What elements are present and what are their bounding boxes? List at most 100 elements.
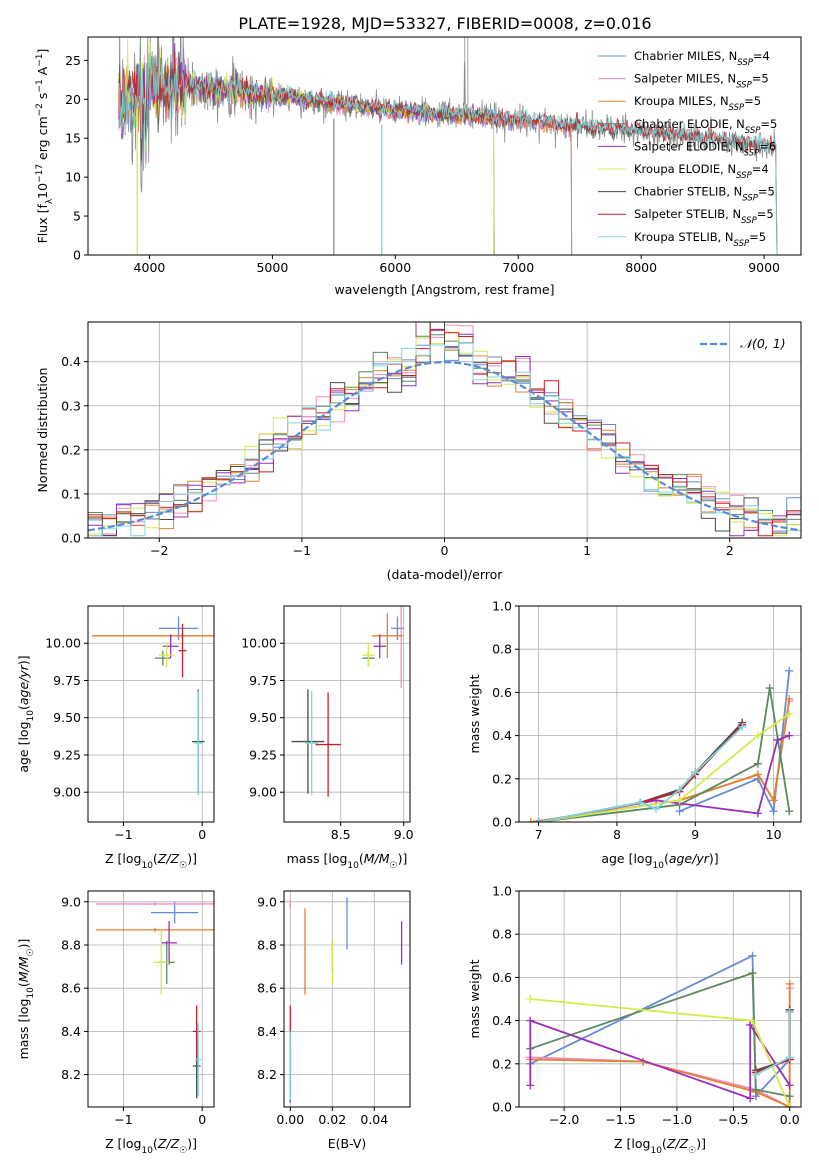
x-axis-label: Z [log10(Z/Z☉)] xyxy=(614,1136,706,1156)
weight-marker xyxy=(769,796,778,805)
y-tick-label: 0.8 xyxy=(492,642,512,657)
label-part: ] xyxy=(35,49,50,54)
x-tick-label: 0 xyxy=(198,827,206,842)
x-tick-label: −2 xyxy=(150,543,168,558)
weight-line-salpeter-miles xyxy=(679,700,791,803)
legend-label: Kroupa ELODIE, NSSP=4 xyxy=(634,162,769,181)
label-part: ( xyxy=(153,851,158,866)
x-tick-label: 0.02 xyxy=(318,1112,346,1127)
weight-marker xyxy=(785,1007,794,1016)
label-part: )] xyxy=(696,1136,706,1151)
legend-sub: SSP xyxy=(729,103,745,113)
plot-area xyxy=(526,951,794,1107)
weight-marker xyxy=(526,818,535,822)
weight-marker xyxy=(746,1094,755,1103)
y-tick-label: 5 xyxy=(73,209,81,224)
axes-frame xyxy=(518,890,802,1108)
label-part: age/yr xyxy=(669,851,710,866)
y-axis-label: age [log10(age/yr)] xyxy=(16,655,36,772)
label-part: s xyxy=(35,93,50,104)
x-tick-label: −1 xyxy=(293,543,311,558)
weight-marker xyxy=(785,807,794,816)
label-part: Z [log xyxy=(614,1136,650,1151)
label-part: )] xyxy=(187,851,197,866)
label-part: age [log xyxy=(16,721,31,772)
x-tick-label: −1 xyxy=(114,827,132,842)
x-axis-label: age [log10(age/yr)] xyxy=(601,851,718,871)
legend-label: Chabrier STELIB, NSSP=5 xyxy=(634,185,775,204)
spectrum-panel: 4000 5000 6000 7000 8000 9000 0 5 10 15 20 25 wavele… xyxy=(35,36,802,297)
y-tick-label: 9.75 xyxy=(249,673,277,688)
x-tick-label: 4000 xyxy=(134,260,166,275)
label-part: ☉ xyxy=(179,861,187,871)
y-tick-label: 9.00 xyxy=(249,785,277,800)
weight-marker xyxy=(753,731,762,740)
label-part: 10 xyxy=(141,1146,153,1156)
label-part: ☉ xyxy=(390,861,398,871)
y-tick-label: 0.3 xyxy=(61,398,81,413)
y-tick-label: 9.50 xyxy=(249,710,277,725)
x-tick-label: 7 xyxy=(535,827,543,842)
axes-frame xyxy=(283,605,411,823)
axes-frame xyxy=(87,605,215,823)
y-axis-label: mass weight xyxy=(467,674,482,753)
plot-area xyxy=(88,322,801,537)
label-part: 10 xyxy=(141,861,153,871)
label-part: age/yr xyxy=(16,664,31,705)
legend-label: 𝒩(0, 1) xyxy=(740,336,786,351)
weight-marker xyxy=(748,969,757,978)
y-tick-label: 0.4 xyxy=(492,1013,512,1028)
x-tick-label: 6000 xyxy=(379,260,411,275)
y-tick-label: 0 xyxy=(73,248,81,263)
label-part: −1 xyxy=(35,79,45,92)
plot-area xyxy=(291,606,404,797)
weight-marker xyxy=(785,731,794,740)
label-part: ( xyxy=(664,851,669,866)
weight-marker xyxy=(773,735,782,744)
age-vs-mass-panel: 8.5 9.0 9.00 9.25 9.50 9.75 10.00 mass [log10(M… xyxy=(241,605,414,871)
model-line-kroupa-miles xyxy=(118,53,573,255)
weight-marker xyxy=(738,722,747,731)
label-part: ☉ xyxy=(179,1146,187,1156)
y-tick-label: 8.6 xyxy=(61,981,81,996)
normal-curve xyxy=(88,360,801,532)
label-part: Z [log xyxy=(105,851,141,866)
y-tick-label: 10.00 xyxy=(45,636,81,651)
weight-line-chabrier-miles xyxy=(679,670,791,815)
x-tick-label: 8000 xyxy=(625,260,657,275)
plot-area xyxy=(526,666,794,822)
plot-area xyxy=(118,37,778,255)
x-axis-label: wavelength [Angstrom, rest frame] xyxy=(334,282,554,297)
x-tick-label: −2.0 xyxy=(549,1112,579,1127)
label-part: ( xyxy=(16,705,31,710)
y-tick-label: 10.00 xyxy=(241,636,277,651)
x-tick-label: 9000 xyxy=(748,260,780,275)
weight-marker xyxy=(526,1016,535,1025)
label-part: )] xyxy=(16,939,31,949)
x-tick-label: 5000 xyxy=(256,260,288,275)
y-tick-label: 0.2 xyxy=(61,442,81,457)
plot-area xyxy=(91,616,214,796)
y-tick-label: 25 xyxy=(65,53,81,68)
weight-marker xyxy=(748,1016,757,1025)
x-tick-label: 0 xyxy=(441,543,449,558)
axes-frame xyxy=(87,890,215,1108)
legend-nssp: =5 xyxy=(758,185,775,199)
weight-marker xyxy=(785,666,794,675)
plot-area xyxy=(289,897,403,1103)
label-part: 10 xyxy=(35,183,50,199)
weight-marker xyxy=(534,818,543,822)
weight-marker xyxy=(785,1103,794,1107)
label-part: Z/Z xyxy=(157,851,180,866)
x-tick-label: 1 xyxy=(583,543,591,558)
weight-marker xyxy=(785,1081,794,1090)
label-part: A xyxy=(35,66,50,79)
weight-marker xyxy=(526,995,535,1003)
legend-sub: SSP xyxy=(741,216,757,226)
label-part: )] xyxy=(187,1136,197,1151)
weight-marker xyxy=(526,1081,535,1090)
x-tick-label: 2 xyxy=(726,543,734,558)
y-tick-label: 20 xyxy=(65,92,81,107)
weight-marker xyxy=(675,785,684,794)
